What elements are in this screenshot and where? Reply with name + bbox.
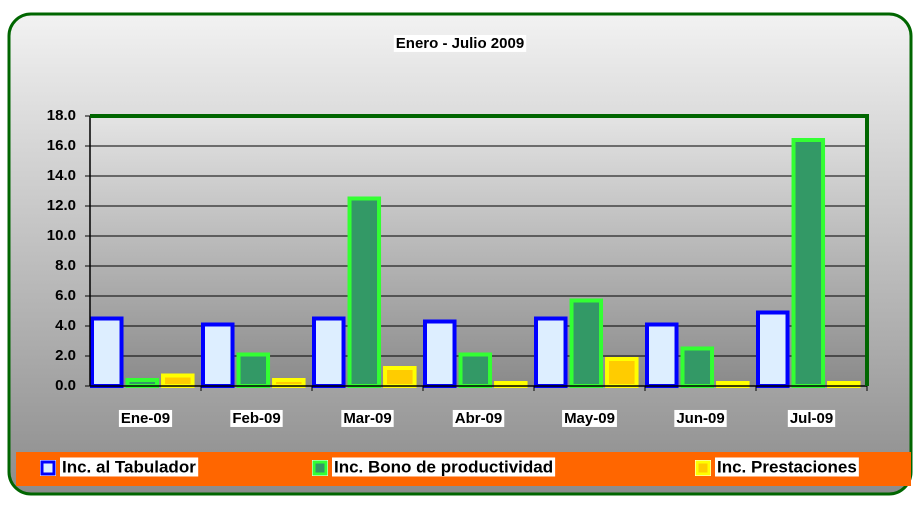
x-tick-label-box — [230, 409, 283, 427]
bar — [423, 319, 457, 388]
plot-border — [90, 114, 869, 386]
bar — [534, 316, 568, 388]
x-tick-label: Mar-09 — [343, 410, 391, 427]
x-tick-label: May-09 — [564, 410, 615, 427]
x-tick-label: Jun-09 — [676, 410, 724, 427]
bar — [90, 316, 124, 388]
x-tick-label: Jul-09 — [790, 410, 833, 427]
legend-label: Inc. Bono de productividad — [334, 457, 553, 476]
x-tick-label: Feb-09 — [232, 410, 280, 427]
bar — [161, 373, 195, 388]
legend-label: Inc. al Tabulador — [62, 457, 196, 476]
bar — [680, 346, 715, 388]
legend-label: Inc. Prestaciones — [717, 457, 857, 476]
y-tick-label: 14.0 — [47, 167, 76, 184]
chart-title-box — [393, 34, 527, 52]
bar — [791, 138, 826, 388]
bar — [236, 352, 271, 388]
bar — [347, 196, 382, 388]
bar — [569, 298, 604, 388]
x-tick-label-box — [674, 409, 727, 427]
legend-label-box — [715, 457, 859, 477]
x-tick-label-box — [341, 409, 394, 427]
y-tick-label: 6.0 — [55, 287, 76, 304]
y-tick-label: 2.0 — [55, 347, 76, 364]
x-tick-label: Ene-09 — [121, 410, 170, 427]
bar — [312, 316, 346, 388]
bar — [458, 352, 493, 388]
bar — [383, 366, 417, 388]
legend-icon — [695, 460, 711, 476]
legend-label-box — [332, 457, 556, 477]
legend-icon — [40, 460, 56, 476]
x-tick-label-box — [452, 409, 505, 427]
y-tick-label: 16.0 — [47, 137, 76, 154]
bar — [201, 322, 235, 388]
y-tick-label: 18.0 — [47, 107, 76, 124]
x-tick-label-box — [562, 409, 617, 427]
legend-icon — [312, 460, 328, 476]
legend-label-box — [60, 457, 199, 477]
x-tick-label: Abr-09 — [455, 410, 503, 427]
y-tick-label: 12.0 — [47, 197, 76, 214]
x-tick-label-box — [118, 409, 173, 427]
y-tick-label: 8.0 — [55, 257, 76, 274]
bar — [756, 310, 790, 388]
y-tick-label: 0.0 — [55, 377, 76, 394]
x-tick-label-box — [787, 409, 836, 427]
y-tick-label: 10.0 — [47, 227, 76, 244]
chart-title: Enero - Julio 2009 — [396, 35, 524, 52]
bar — [645, 322, 679, 388]
bar — [272, 378, 306, 388]
bar — [125, 378, 160, 388]
bar — [605, 357, 639, 388]
y-tick-label: 4.0 — [55, 317, 76, 334]
